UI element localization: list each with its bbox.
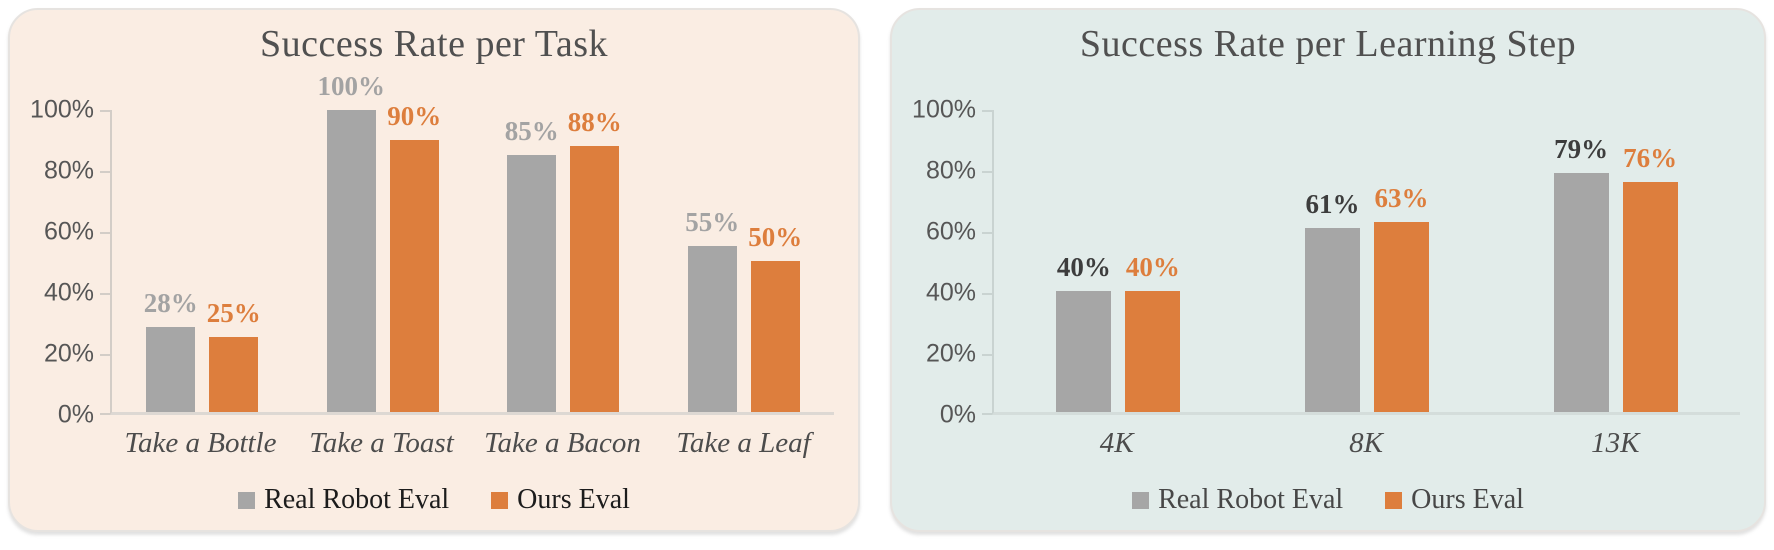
bars-row: 40% 40% 61% 63% 79% 76% bbox=[994, 110, 1740, 412]
chart-plot-wrap: 100% 80% 60% 40% 20% 0% 28% 25% 100% 90% 85% 88% 55… bbox=[10, 71, 858, 429]
y-tick-mark bbox=[100, 110, 110, 112]
x-axis-category-label: 13K bbox=[1591, 427, 1640, 459]
bar-value-label: 40% bbox=[1056, 252, 1111, 283]
y-tick-label: 0% bbox=[939, 400, 976, 429]
y-tick-label: 80% bbox=[925, 156, 976, 185]
bar-value-label: 88% bbox=[567, 107, 622, 138]
bar-value-label: 28% bbox=[143, 288, 198, 319]
bar: 40% bbox=[1125, 252, 1181, 412]
y-tick-label: 60% bbox=[925, 217, 976, 246]
y-tick-mark bbox=[100, 232, 110, 234]
y-tick-label: 0% bbox=[57, 400, 94, 429]
y-tick-label: 80% bbox=[43, 156, 94, 185]
y-tick-label: 100% bbox=[912, 95, 976, 124]
bar-value-label: 25% bbox=[206, 297, 261, 328]
y-tick-label: 60% bbox=[43, 217, 94, 246]
legend-label: Ours Eval bbox=[517, 484, 630, 515]
y-axis: 100% 80% 60% 40% 20% 0% bbox=[892, 96, 992, 429]
bar: 50% bbox=[748, 222, 802, 412]
bar-group: 100% 90% bbox=[318, 71, 441, 412]
plot-area: 40% 40% 61% 63% 79% 76% bbox=[982, 110, 1740, 415]
legend-label: Real Robot Eval bbox=[1158, 484, 1344, 515]
y-tick-mark bbox=[982, 171, 992, 173]
bar-group: 40% 40% bbox=[1056, 110, 1181, 412]
legend-entry: Real Robot Eval bbox=[1132, 484, 1343, 516]
bar-value-label: 90% bbox=[387, 101, 442, 132]
bar: 85% bbox=[505, 116, 559, 412]
bar: 100% bbox=[318, 71, 385, 412]
plot-area: 28% 25% 100% 90% 85% 88% 55% 50% bbox=[100, 71, 834, 415]
legend-swatch-icon bbox=[1132, 491, 1150, 509]
y-tick-mark bbox=[982, 110, 992, 112]
y-axis: 100% 80% 60% 40% 20% 0% bbox=[10, 96, 110, 429]
legend-swatch-icon bbox=[491, 491, 509, 509]
bar-group: 55% 50% bbox=[685, 110, 802, 412]
bar: 40% bbox=[1056, 252, 1112, 412]
x-axis-category-label: Take a Bottle bbox=[124, 427, 277, 459]
y-tick-mark bbox=[100, 413, 110, 415]
bar: 28% bbox=[144, 288, 198, 412]
x-axis-labels: Take a Bottle Take a Toast Take a Bacon Tak… bbox=[110, 427, 834, 460]
bar-value-label: 79% bbox=[1554, 134, 1609, 165]
legend-label: Ours Eval bbox=[1411, 484, 1524, 515]
y-tick-mark bbox=[100, 354, 110, 356]
bar-value-label: 50% bbox=[748, 222, 803, 252]
bar-value-label: 100% bbox=[317, 71, 386, 101]
y-tick-mark bbox=[982, 354, 992, 356]
bar-group: 28% 25% bbox=[144, 110, 261, 412]
legend-label: Real Robot Eval bbox=[264, 484, 450, 515]
y-tick-label: 40% bbox=[925, 278, 976, 307]
x-axis-category-label: 4K bbox=[1099, 427, 1134, 459]
bar-group: 79% 76% bbox=[1553, 110, 1678, 412]
legend-swatch-icon bbox=[238, 491, 256, 509]
bar-value-label: 76% bbox=[1623, 143, 1678, 174]
x-axis-category-label: Take a Toast bbox=[309, 427, 454, 459]
bar: 25% bbox=[207, 298, 261, 412]
task-chart-panel: Success Rate per Task 100% 80% 60% 40% 20% 0%… bbox=[8, 8, 860, 532]
bar: 88% bbox=[568, 107, 622, 412]
legend: Real Robot Eval Ours Eval bbox=[892, 484, 1764, 516]
chart-title: Success Rate per Task bbox=[260, 23, 608, 65]
y-tick-label: 20% bbox=[925, 339, 976, 368]
y-tick-mark bbox=[982, 232, 992, 234]
chart-title: Success Rate per Learning Step bbox=[1079, 23, 1577, 65]
legend-entry: Ours Eval bbox=[491, 484, 630, 516]
legend-swatch-icon bbox=[1385, 491, 1403, 509]
bar: 76% bbox=[1622, 143, 1678, 412]
y-tick-mark bbox=[100, 293, 110, 295]
bars-row: 28% 25% 100% 90% 85% 88% 55% 50% bbox=[112, 71, 834, 412]
y-tick-label: 100% bbox=[30, 95, 94, 124]
bar: 63% bbox=[1373, 183, 1429, 412]
x-axis-labels: 4K 8K 13K bbox=[992, 427, 1740, 460]
x-axis-category-label: 8K bbox=[1349, 427, 1383, 459]
bar-value-label: 40% bbox=[1125, 252, 1180, 283]
y-tick-mark bbox=[100, 171, 110, 173]
bar: 79% bbox=[1553, 134, 1609, 412]
bar-group: 61% 63% bbox=[1304, 110, 1429, 412]
y-tick-label: 20% bbox=[43, 339, 94, 368]
chart-plot-wrap: 100% 80% 60% 40% 20% 0% 40% 40% 61% 63% 79% 76% bbox=[892, 96, 1764, 429]
bar-value-label: 63% bbox=[1374, 182, 1429, 213]
legend-entry: Real Robot Eval bbox=[238, 484, 449, 516]
bar-value-label: 55% bbox=[685, 206, 740, 237]
bar-group: 85% 88% bbox=[505, 107, 622, 412]
bar: 55% bbox=[685, 207, 739, 412]
bar-value-label: 85% bbox=[504, 116, 559, 147]
bar: 90% bbox=[387, 101, 441, 412]
y-tick-label: 40% bbox=[43, 278, 94, 307]
y-tick-mark bbox=[982, 293, 992, 295]
y-tick-mark bbox=[982, 413, 992, 415]
bar: 61% bbox=[1304, 189, 1360, 412]
bar-value-label: 61% bbox=[1305, 188, 1360, 219]
learning-step-chart-panel: Success Rate per Learning Step 100% 80% 60… bbox=[890, 8, 1766, 532]
x-axis-category-label: Take a Bacon bbox=[484, 427, 641, 459]
legend: Real Robot Eval Ours Eval bbox=[10, 484, 858, 516]
x-axis-category-label: Take a Leaf bbox=[676, 427, 811, 459]
legend-entry: Ours Eval bbox=[1385, 484, 1524, 516]
